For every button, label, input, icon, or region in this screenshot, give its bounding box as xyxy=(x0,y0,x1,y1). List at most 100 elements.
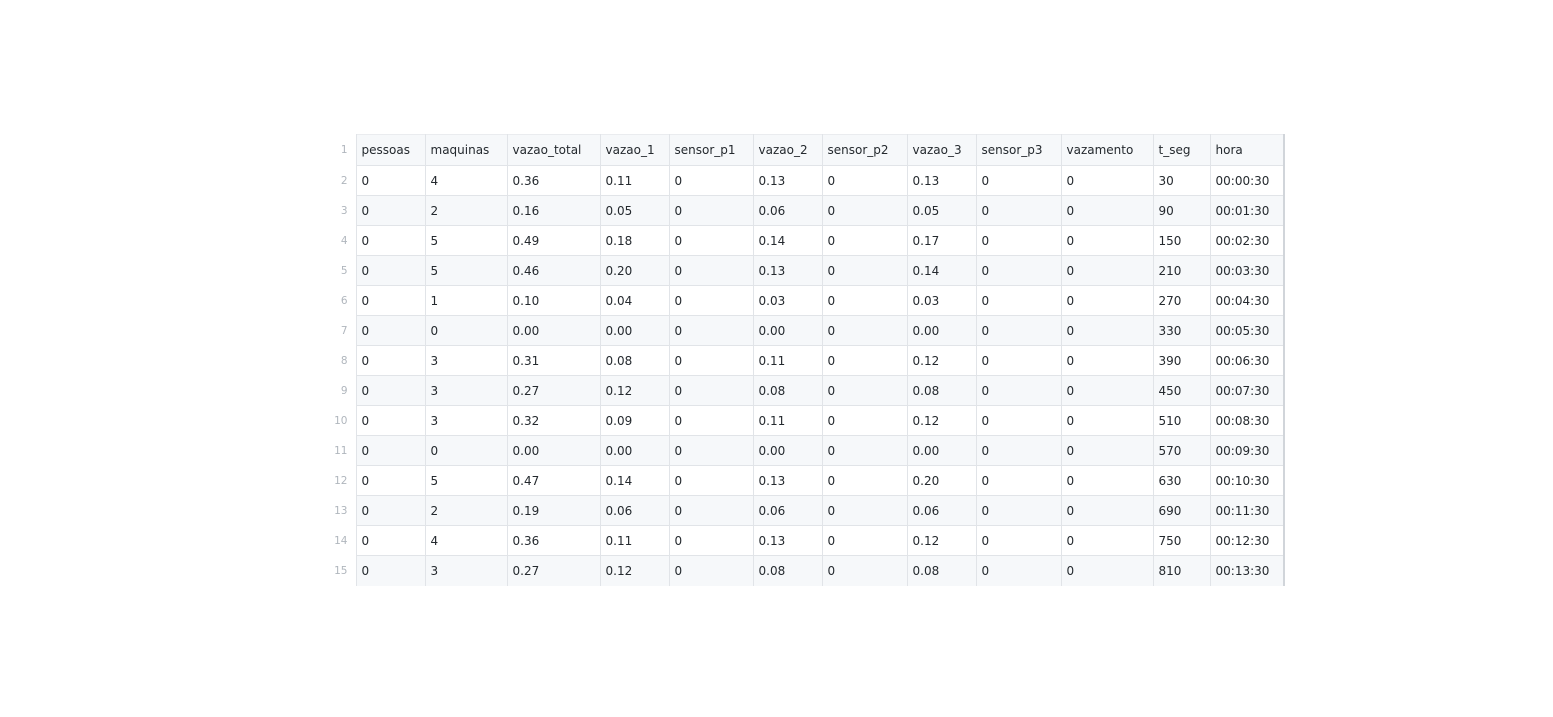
table-row: 10 0 3 0.32 0.09 0 0.11 0 0.12 0 0 510 00:08:30 xyxy=(327,405,1285,436)
table-cell: 00:00:30 xyxy=(1209,165,1285,196)
table-cell: 0 xyxy=(821,315,908,346)
table-cell: 0 xyxy=(1060,375,1154,406)
column-header-vazao-total: vazao_total xyxy=(506,134,601,166)
table-cell: 0.00 xyxy=(752,435,823,466)
table-cell: 0 xyxy=(975,405,1062,436)
table-cell: 0.08 xyxy=(906,555,977,586)
table-row: 12 0 5 0.47 0.14 0 0.13 0 0.20 0 0 630 00:10:30 xyxy=(327,465,1285,496)
table-cell: 0 xyxy=(668,375,754,406)
table-row: 3 0 2 0.16 0.05 0 0.06 0 0.05 0 0 90 00:01:30 xyxy=(327,195,1285,226)
table-cell: 0 xyxy=(1060,285,1154,316)
table-cell: 0.11 xyxy=(599,165,670,196)
table-cell: 0.19 xyxy=(506,495,601,526)
table-cell: 0 xyxy=(975,285,1062,316)
table-cell: 0.47 xyxy=(506,465,601,496)
table-cell: 0 xyxy=(355,315,426,346)
table-cell: 0 xyxy=(975,495,1062,526)
table-cell: 0.13 xyxy=(752,165,823,196)
table-cell: 0.00 xyxy=(906,315,977,346)
table-cell: 510 xyxy=(1152,405,1211,436)
column-header-hora: hora xyxy=(1209,134,1285,166)
line-number: 12 xyxy=(327,465,357,496)
table-cell: 0 xyxy=(975,255,1062,286)
table-cell: 00:06:30 xyxy=(1209,345,1285,376)
table-cell: 00:12:30 xyxy=(1209,525,1285,556)
table-cell: 0 xyxy=(1060,315,1154,346)
table-cell: 0.14 xyxy=(906,255,977,286)
table-cell: 0 xyxy=(975,345,1062,376)
table-cell: 00:07:30 xyxy=(1209,375,1285,406)
table-cell: 0 xyxy=(668,405,754,436)
table-cell: 00:04:30 xyxy=(1209,285,1285,316)
table-cell: 0 xyxy=(821,195,908,226)
table-cell: 00:08:30 xyxy=(1209,405,1285,436)
table-cell: 0.36 xyxy=(506,525,601,556)
table-cell: 00:09:30 xyxy=(1209,435,1285,466)
table-cell: 0 xyxy=(355,435,426,466)
table-cell: 0.05 xyxy=(599,195,670,226)
csv-table-container: 1 pessoas maquinas vazao_total vazao_1 s… xyxy=(327,134,1285,586)
table-cell: 0 xyxy=(821,465,908,496)
table-row: 13 0 2 0.19 0.06 0 0.06 0 0.06 0 0 690 00:11:30 xyxy=(327,495,1285,526)
table-cell: 3 xyxy=(424,375,508,406)
table-cell: 0 xyxy=(355,555,426,586)
table-row: 7 0 0 0.00 0.00 0 0.00 0 0.00 0 0 330 00:05:30 xyxy=(327,315,1285,346)
table-cell: 0 xyxy=(975,165,1062,196)
table-cell: 0 xyxy=(821,225,908,256)
csv-table: 1 pessoas maquinas vazao_total vazao_1 s… xyxy=(327,134,1285,586)
table-cell: 0.00 xyxy=(506,315,601,346)
table-cell: 0.05 xyxy=(906,195,977,226)
table-cell: 0 xyxy=(975,375,1062,406)
table-cell: 5 xyxy=(424,465,508,496)
line-number: 5 xyxy=(327,255,357,286)
table-cell: 0.46 xyxy=(506,255,601,286)
table-cell: 1 xyxy=(424,285,508,316)
table-cell: 0 xyxy=(821,435,908,466)
table-cell: 0 xyxy=(1060,405,1154,436)
table-cell: 0 xyxy=(355,255,426,286)
table-cell: 810 xyxy=(1152,555,1211,586)
table-row: 6 0 1 0.10 0.04 0 0.03 0 0.03 0 0 270 00:04:30 xyxy=(327,285,1285,316)
table-cell: 00:02:30 xyxy=(1209,225,1285,256)
table-cell: 0 xyxy=(424,315,508,346)
table-cell: 0.11 xyxy=(599,525,670,556)
table-cell: 0 xyxy=(668,345,754,376)
table-cell: 0.00 xyxy=(599,315,670,346)
table-cell: 0 xyxy=(668,495,754,526)
table-row: 8 0 3 0.31 0.08 0 0.11 0 0.12 0 0 390 00:06:30 xyxy=(327,345,1285,376)
table-cell: 0.06 xyxy=(599,495,670,526)
table-cell: 0.00 xyxy=(752,315,823,346)
table-cell: 00:13:30 xyxy=(1209,555,1285,586)
table-cell: 3 xyxy=(424,405,508,436)
table-cell: 0 xyxy=(355,345,426,376)
table-cell: 0 xyxy=(1060,225,1154,256)
table-cell: 0.12 xyxy=(599,375,670,406)
table-cell: 0.27 xyxy=(506,555,601,586)
table-cell: 0 xyxy=(975,465,1062,496)
table-cell: 0.03 xyxy=(752,285,823,316)
table-cell: 0 xyxy=(668,195,754,226)
table-cell: 0.06 xyxy=(906,495,977,526)
table-cell: 0 xyxy=(1060,465,1154,496)
table-cell: 0.20 xyxy=(599,255,670,286)
table-cell: 0.00 xyxy=(506,435,601,466)
table-cell: 0.32 xyxy=(506,405,601,436)
table-cell: 2 xyxy=(424,495,508,526)
table-cell: 0.18 xyxy=(599,225,670,256)
table-cell: 0.13 xyxy=(906,165,977,196)
table-cell: 0.13 xyxy=(752,255,823,286)
column-header-vazao-2: vazao_2 xyxy=(752,134,823,166)
table-cell: 0.00 xyxy=(599,435,670,466)
table-cell: 0 xyxy=(668,435,754,466)
table-cell: 0.03 xyxy=(906,285,977,316)
table-cell: 0 xyxy=(1060,525,1154,556)
table-cell: 750 xyxy=(1152,525,1211,556)
table-cell: 0 xyxy=(1060,495,1154,526)
table-cell: 0 xyxy=(355,495,426,526)
table-cell: 570 xyxy=(1152,435,1211,466)
line-number: 1 xyxy=(327,134,357,166)
table-cell: 0.11 xyxy=(752,405,823,436)
column-header-maquinas: maquinas xyxy=(424,134,508,166)
table-cell: 0.04 xyxy=(599,285,670,316)
